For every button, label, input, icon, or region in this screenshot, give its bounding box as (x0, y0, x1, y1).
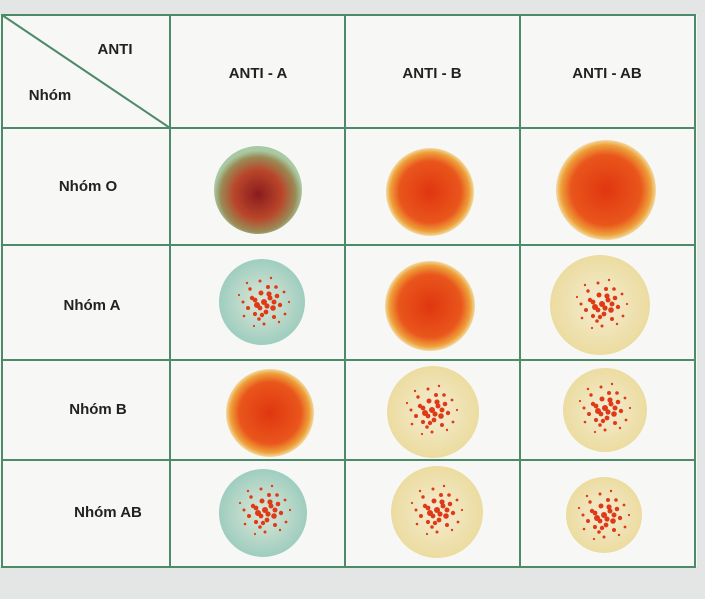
column-header: ANTI - AB (572, 65, 642, 82)
row-header: Nhóm AB (74, 504, 142, 521)
column-header: ANTI - A (229, 65, 288, 82)
spot (226, 369, 314, 457)
spot (219, 469, 307, 557)
corner-bottom: Nhóm (29, 87, 72, 104)
sample-spots (214, 140, 656, 558)
spot (556, 140, 656, 240)
row-header: Nhóm A (64, 297, 121, 314)
row-header: Nhóm O (59, 178, 118, 195)
spot (386, 148, 474, 236)
column-header: ANTI - B (402, 65, 461, 82)
spot (385, 261, 475, 351)
spot (214, 146, 302, 234)
corner-top: ANTI (98, 41, 133, 58)
table-grid (1, 14, 696, 568)
row-header: Nhóm B (69, 401, 127, 418)
